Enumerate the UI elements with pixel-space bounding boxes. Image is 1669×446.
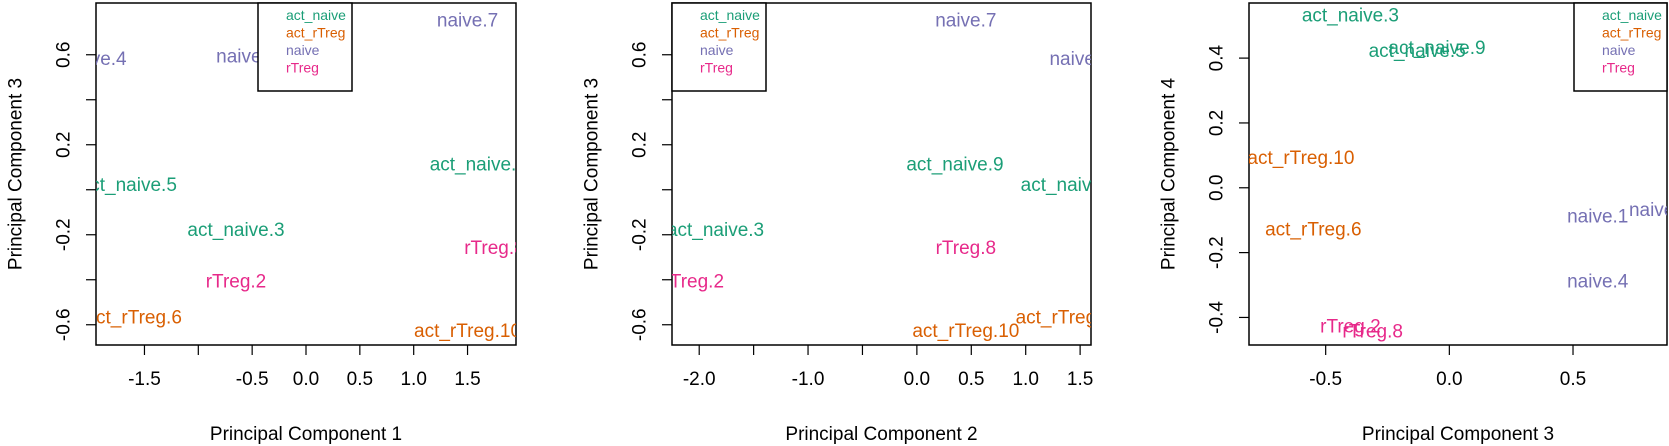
point-label: act_naive.3: [667, 220, 764, 241]
point-label: naive.1: [1567, 206, 1628, 227]
point-label: rTreg.2: [1320, 317, 1381, 338]
x-tick-label: 0.0: [293, 369, 319, 390]
y-axis-label: Principal Component 4: [1159, 77, 1180, 270]
x-axis-label: Principal Component 2: [785, 424, 977, 445]
x-tick-label: 0.0: [904, 369, 930, 390]
pc1-vs-pc3-panel: -1.5 -0.5 0.0 0.5 1.0 1.5 -0.6 -0.2 0.2 0.6 Princi…: [6, 2, 527, 445]
plot-frame: [671, 2, 1092, 346]
point-label: naive.7: [935, 11, 996, 32]
point-label: act_naive.5: [1021, 175, 1118, 196]
point-label: act_rTreg.10: [414, 321, 521, 342]
x-tick-label: 1.5: [454, 369, 480, 390]
legend-entry: rTreg: [1602, 60, 1635, 76]
point-label: naive.7: [1629, 200, 1669, 221]
legend-entry: act_rTreg: [700, 25, 759, 41]
point-label: act_naive.5: [1369, 41, 1466, 62]
point-label: rTreg.2: [663, 272, 724, 293]
point-label: act_rTreg.6: [1265, 219, 1361, 240]
y-tick-label: -0.2: [630, 218, 651, 251]
point-label: act_naive.9: [1388, 38, 1485, 59]
legend-entry: rTreg: [700, 60, 733, 76]
y-tick-label: 0.2: [630, 132, 651, 158]
x-tick-label: 0.5: [347, 369, 373, 390]
legend-entry: naive: [1602, 42, 1636, 58]
point-label: rTreg.8: [936, 238, 997, 259]
x-tick-label: 1.0: [1012, 369, 1038, 390]
x-tick-label: 0.5: [1560, 369, 1586, 390]
y-tick-label: -0.2: [54, 218, 75, 251]
legend-entry: act_naive: [286, 7, 346, 23]
point-label: act_naive.3: [187, 220, 284, 241]
pc3-vs-pc4-panel: -0.5 0.0 0.5 -0.4 -0.2 0.0 0.2 0.4 Principal Com…: [1159, 2, 1669, 445]
legend-box: [671, 2, 767, 92]
y-tick-label: 0.6: [630, 42, 651, 68]
y-axis-label: Principal Component 3: [582, 78, 603, 270]
plot-frame: [1248, 2, 1668, 346]
legend-entry: rTreg: [286, 60, 319, 76]
y-tick-label: 0.6: [54, 42, 75, 68]
point-label: act_naive.9: [430, 155, 527, 176]
legend-entry: act_naive: [1602, 7, 1662, 23]
point-label: rTreg.8: [464, 238, 525, 259]
y-tick-label: 0.0: [1207, 175, 1228, 201]
x-tick-label: -1.5: [128, 369, 161, 390]
y-tick-label: -0.2: [1207, 236, 1228, 269]
pc2-vs-pc3-panel: -2.0 -1.0 0.0 0.5 1.0 1.5 -0.6 -0.2 0.2 0.6 Princi…: [582, 2, 1118, 445]
point-label: rTreg.2: [206, 272, 267, 293]
legend-box: [1573, 2, 1668, 92]
point-label: rTreg.8: [1342, 322, 1403, 343]
legend-entry: act_naive: [700, 7, 760, 23]
x-tick-label: 0.0: [1436, 369, 1462, 390]
point-label: naive.4: [1567, 271, 1629, 292]
x-tick-label: 1.0: [400, 369, 426, 390]
point-label: act_rTreg.6: [85, 308, 181, 329]
x-axis-label: Principal Component 1: [210, 424, 402, 445]
x-tick-label: 1.5: [1067, 369, 1093, 390]
point-label: act_naive.9: [906, 155, 1003, 176]
legend-entry: act_rTreg: [1602, 25, 1661, 41]
x-axis-label: Principal Component 3: [1362, 424, 1554, 445]
x-tick-label: 0.5: [958, 369, 984, 390]
legend-entry: naive: [700, 42, 734, 58]
x-tick-label: -2.0: [683, 369, 716, 390]
point-label: naive.7: [437, 11, 498, 32]
y-tick-label: 0.2: [54, 132, 75, 158]
y-tick-label: -0.6: [630, 308, 651, 341]
legend-box: [257, 2, 353, 92]
y-tick-label: 0.2: [1207, 110, 1228, 136]
legend-entry: naive: [286, 42, 320, 58]
y-tick-label: -0.4: [1207, 301, 1228, 334]
point-label: naive.4: [1049, 49, 1111, 70]
point-label: act_rTreg.6: [1016, 308, 1112, 329]
point-label: act_rTreg.10: [912, 321, 1019, 342]
x-tick-label: -0.5: [236, 369, 269, 390]
x-tick-label: -1.0: [792, 369, 825, 390]
legend-entry: act_rTreg: [286, 25, 345, 41]
y-tick-label: -0.6: [54, 308, 75, 341]
x-tick-label: -0.5: [1309, 369, 1342, 390]
point-labels: naive.7 naive.4 act_naive.9 act_naive.5 act_…: [663, 11, 1118, 343]
point-label: act_rTreg.10: [1247, 148, 1354, 169]
point-label: naive.4: [65, 49, 127, 70]
point-labels: naive.4 naive.1naive.7act_naive.5act_naiv…: [65, 11, 527, 343]
y-axis-label: Principal Component 3: [6, 78, 27, 270]
point-label: act_naive.5: [80, 175, 177, 196]
point-label: act_naive.3: [1302, 5, 1399, 26]
y-tick-label: 0.4: [1207, 44, 1228, 71]
